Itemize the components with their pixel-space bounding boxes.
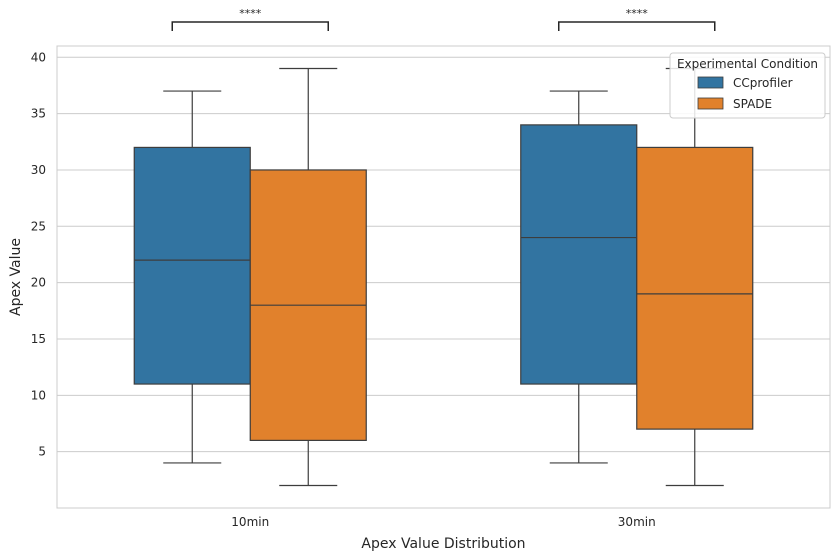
x-tick-label: 30min [618, 515, 656, 529]
box-spade-30min [636, 67, 754, 487]
legend-items: CCprofiler SPADE [697, 76, 793, 111]
y-tick-label: 5 [38, 445, 46, 459]
y-axis-ticks: 5 10 15 20 25 30 35 40 [31, 50, 46, 458]
y-tick-label: 15 [31, 332, 46, 346]
y-tick-label: 30 [31, 163, 46, 177]
legend-title: Experimental Condition [677, 57, 818, 71]
y-tick-label: 10 [31, 388, 46, 402]
y-tick-label: 35 [31, 107, 46, 121]
box-ccprofiler-10min [133, 90, 251, 464]
significance-bracket: **** [558, 7, 716, 31]
bracket-line [171, 21, 329, 31]
iqr-box [133, 146, 251, 385]
box-spade-10min [249, 67, 367, 487]
legend-label-ccprofiler: CCprofiler [733, 76, 793, 90]
legend-swatch-spade [697, 97, 724, 110]
iqr-box [520, 124, 638, 385]
y-tick-label: 25 [31, 219, 46, 233]
y-tick-label: 20 [31, 276, 46, 290]
iqr-box [636, 146, 754, 430]
legend-label-spade: SPADE [733, 97, 772, 111]
significance-label: **** [626, 7, 649, 20]
boxes [133, 67, 754, 487]
significance-annotations: **** **** [171, 7, 716, 31]
x-axis-title: Apex Value Distribution [361, 536, 525, 552]
box-ccprofiler-30min [520, 90, 638, 464]
significance-label: **** [239, 7, 262, 20]
legend: Experimental Condition CCprofiler SPADE [669, 52, 826, 119]
legend-swatch-ccprofiler [697, 76, 724, 89]
y-axis-title: Apex Value [8, 238, 24, 316]
x-tick-label: 10min [231, 515, 269, 529]
significance-bracket: **** [171, 7, 329, 31]
y-tick-label: 40 [31, 50, 46, 64]
bracket-line [558, 21, 716, 31]
plot-area-frame [56, 45, 831, 509]
x-axis-ticks: 10min 30min [231, 515, 655, 529]
